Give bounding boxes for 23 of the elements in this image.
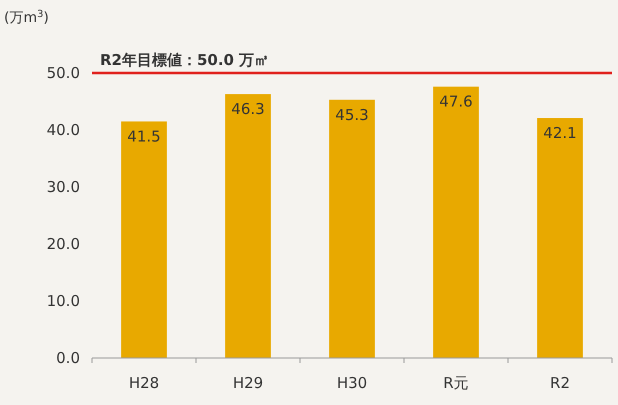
y-tick-label: 0.0 (56, 349, 80, 367)
y-tick-label: 10.0 (46, 292, 80, 310)
data-label: 47.6 (439, 92, 473, 111)
ref-line-label: R2年目標値：50.0 万㎥ (100, 51, 270, 69)
y-tick-label: 40.0 (46, 121, 80, 139)
data-label: 45.3 (335, 106, 369, 124)
bar (537, 118, 583, 358)
x-tick-label: H29 (232, 374, 264, 392)
data-label: 41.5 (127, 127, 161, 146)
y-axis-title: (万m$^{3}$) (4, 8, 49, 26)
data-label: 42.1 (543, 124, 577, 142)
x-tick-label: R2 (550, 374, 570, 392)
x-tick-label: H30 (336, 374, 368, 392)
y-tick-label: 30.0 (46, 178, 80, 196)
bar (433, 86, 479, 358)
y-tick-label: 20.0 (46, 235, 80, 253)
data-label: 46.3 (231, 100, 265, 118)
x-tick-label: R元 (443, 374, 469, 392)
x-tick-label: H28 (128, 374, 160, 392)
bar (121, 121, 167, 358)
bar (225, 94, 271, 358)
y-tick-label: 50.0 (46, 64, 80, 82)
bar (329, 100, 375, 358)
